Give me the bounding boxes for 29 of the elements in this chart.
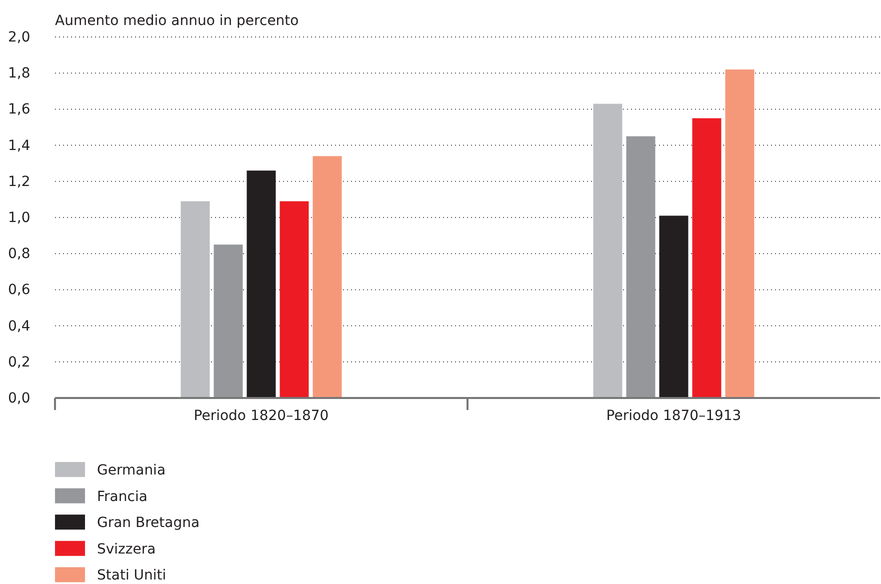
bar [725,69,754,398]
y-tick-label: 1,8 [8,66,30,82]
bar [246,170,276,398]
bar [312,156,342,398]
y-tick-label: 2,0 [8,29,30,46]
bar [280,201,309,398]
y-tick-label: 1,6 [8,102,30,118]
bar [692,118,722,398]
legend-label: Svizzera [97,541,156,558]
x-tick-label: Periodo 1870–1913 [606,408,742,424]
bar [593,104,622,398]
y-tick-label: 0,8 [8,246,30,262]
bar [180,201,210,398]
y-tick-label: 1,4 [8,138,30,154]
y-tick-label: 1,0 [8,210,30,226]
y-tick-label: 0,6 [8,282,30,298]
y-tick-label: 0,0 [8,390,30,406]
y-tick-label: 0,2 [8,354,30,370]
bar [214,244,243,398]
bar [626,136,656,398]
legend-label: Gran Bretagna [97,515,200,532]
legend-label: Stati Uniti [97,568,166,584]
legend-label: Germania [97,462,166,478]
y-tick-label: 1,2 [8,174,30,190]
y-tick-label: 0,4 [8,318,30,334]
y-axis-title: Aumento medio annuo in percento [55,13,299,29]
x-tick-label: Periodo 1820–1870 [194,408,329,424]
bar [659,216,688,398]
legend-label: Francia [97,488,148,505]
